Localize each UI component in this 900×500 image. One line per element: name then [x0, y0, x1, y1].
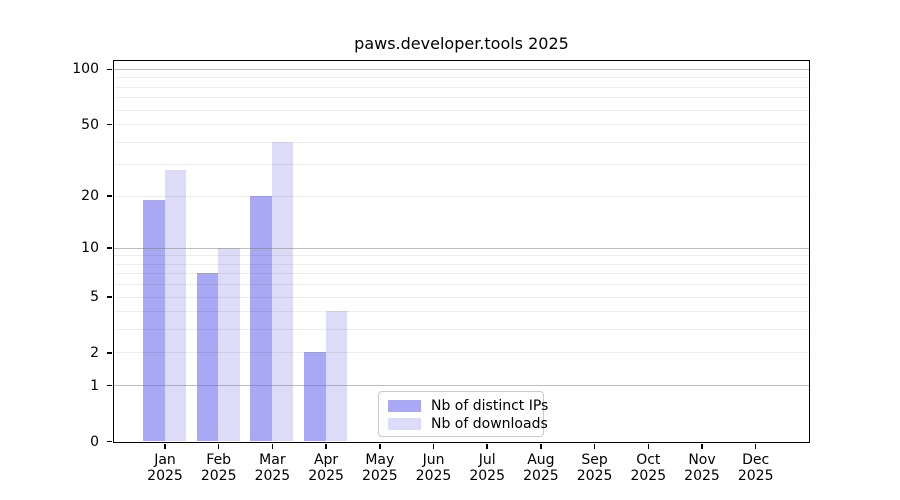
x-tick-year: 2025 [469, 468, 505, 484]
x-tick-year: 2025 [523, 468, 559, 484]
bar-downloads-3 [325, 311, 348, 441]
x-tick-year: 2025 [254, 468, 291, 484]
x-tick-month: Jan [154, 452, 176, 468]
legend-item: Nb of distinct IPs [388, 397, 548, 415]
x-tick-mark [540, 444, 542, 449]
x-tick-year: 2025 [361, 468, 398, 484]
bar-downloads-2 [271, 141, 294, 441]
x-tick-month: Dec [742, 452, 770, 468]
legend: Nb of distinct IPs Nb of downloads [378, 391, 548, 437]
x-tick-label: Jan 2025 [133, 452, 197, 484]
y-tick-label: 2 [90, 344, 99, 361]
x-tick-month: Oct [636, 452, 661, 468]
y-tick-mark [106, 352, 112, 354]
x-tick-mark [701, 444, 703, 449]
bar-downloads-1 [218, 247, 240, 441]
x-tick-label: May 2025 [348, 452, 412, 484]
x-tick-month: Mar [259, 452, 286, 468]
x-tick-mark [379, 444, 381, 449]
legend-rows: Nb of distinct IPs Nb of downloads [388, 397, 548, 433]
x-tick-label: Jul 2025 [455, 452, 519, 484]
y-tick-mark [106, 440, 112, 443]
x-tick-label: Oct 2025 [616, 452, 680, 484]
bar-ips-1 [196, 273, 219, 441]
chart-title: paws.developer.tools 2025 [354, 34, 569, 53]
x-tick-mark [754, 444, 757, 449]
bar-ips-3 [304, 352, 326, 441]
x-tick-mark [432, 444, 435, 449]
x-tick-label: Feb 2025 [187, 452, 251, 484]
x-tick-year: 2025 [415, 468, 452, 484]
y-tick-mark [106, 123, 112, 126]
x-tick-year: 2025 [308, 468, 344, 484]
y-tick-mark [106, 247, 112, 249]
x-tick-mark [647, 444, 650, 449]
x-tick-month: May [365, 452, 395, 468]
x-tick-label: Apr 2025 [294, 452, 358, 484]
y-tick-label: 1 [90, 377, 99, 394]
x-tick-mark [325, 444, 327, 449]
bar-ips-2 [250, 195, 272, 441]
x-tick-year: 2025 [576, 468, 613, 484]
x-tick-mark [164, 444, 166, 449]
plot-area [113, 60, 810, 443]
x-tick-year: 2025 [147, 468, 183, 484]
x-tick-month: Jun [422, 452, 445, 468]
x-tick-year: 2025 [737, 468, 774, 484]
x-tick-month: Sep [581, 452, 608, 468]
y-tick-mark [106, 68, 112, 71]
x-tick-month: Jul [478, 452, 496, 468]
y-tick-label: 0 [90, 433, 99, 450]
legend-item-label: Nb of distinct IPs [431, 398, 549, 414]
x-tick-mark [217, 444, 220, 449]
x-tick-mark [593, 444, 596, 449]
x-tick-year: 2025 [200, 468, 237, 484]
x-tick-label: Aug 2025 [509, 452, 573, 484]
x-tick-mark [486, 444, 488, 449]
x-tick-label: Mar 2025 [240, 452, 304, 484]
downloads-swatch [388, 418, 421, 430]
ips-swatch [388, 400, 421, 412]
y-tick-label: 100 [72, 61, 99, 78]
x-tick-label: Dec 2025 [724, 452, 788, 484]
x-tick-label: Nov 2025 [670, 452, 734, 484]
bar-ips-0 [143, 199, 165, 441]
x-tick-month: Nov [688, 452, 716, 468]
y-tick-mark [106, 195, 112, 197]
x-tick-month: Feb [206, 452, 232, 468]
legend-item: Nb of downloads [388, 415, 548, 433]
bar-downloads-0 [164, 169, 186, 441]
bars-layer [114, 61, 809, 442]
x-tick-year: 2025 [684, 468, 720, 484]
y-tick-mark [106, 296, 112, 298]
y-tick-label: 5 [90, 289, 99, 306]
y-tick-label: 50 [81, 116, 99, 133]
x-tick-year: 2025 [630, 468, 667, 484]
legend-item-label: Nb of downloads [431, 416, 548, 432]
x-tick-label: Sep 2025 [563, 452, 627, 484]
y-tick-label: 10 [81, 240, 99, 257]
y-tick-mark [106, 384, 112, 387]
x-tick-label: Jun 2025 [402, 452, 466, 484]
y-tick-label: 20 [81, 188, 99, 205]
x-tick-month: Apr [313, 452, 339, 468]
x-tick-month: Aug [527, 452, 555, 468]
x-tick-mark [271, 444, 274, 449]
